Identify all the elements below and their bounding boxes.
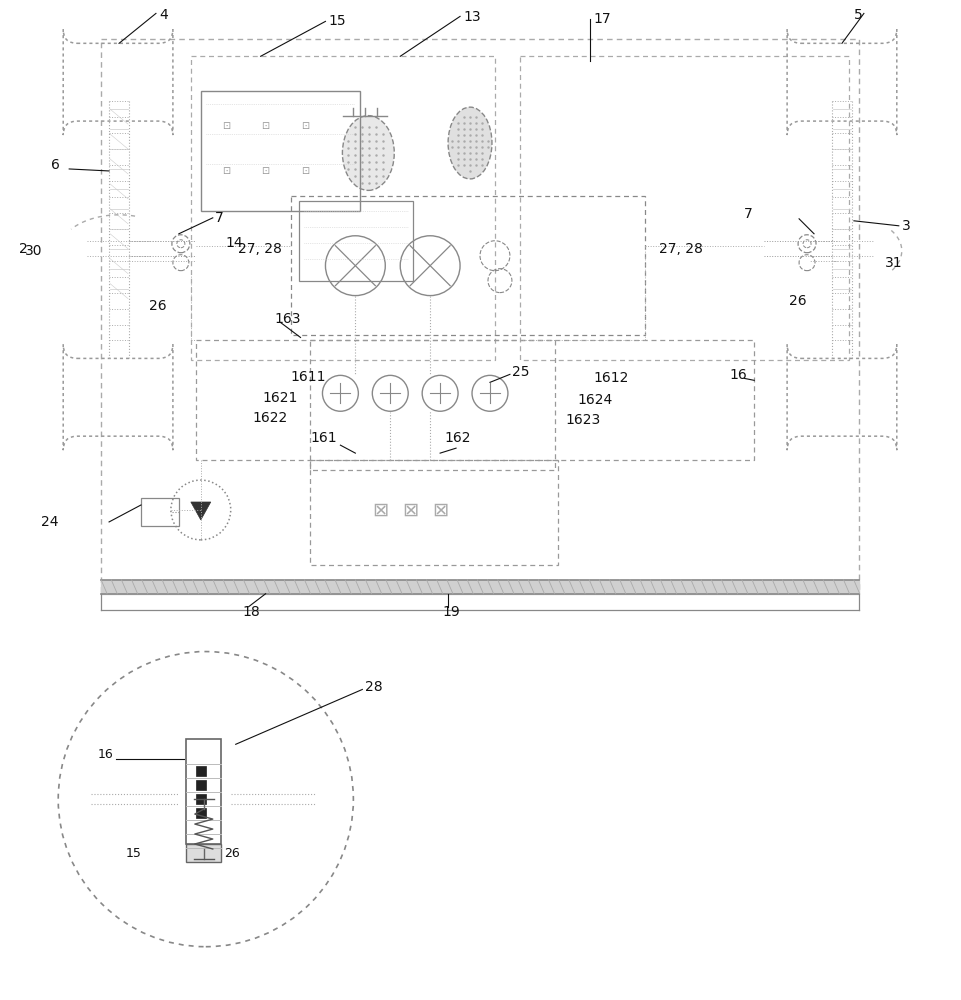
Text: 19: 19: [442, 605, 459, 619]
Text: ⊡: ⊡: [301, 121, 309, 131]
Text: 1622: 1622: [253, 411, 287, 425]
Text: ⊡: ⊡: [261, 166, 269, 176]
Text: 7: 7: [744, 207, 752, 221]
Text: 31: 31: [884, 256, 901, 270]
Polygon shape: [196, 808, 206, 818]
Ellipse shape: [448, 107, 491, 179]
Text: 27, 28: 27, 28: [237, 242, 282, 256]
Text: 5: 5: [853, 8, 862, 22]
Polygon shape: [196, 794, 206, 804]
Text: 13: 13: [462, 10, 480, 24]
Text: 27, 28: 27, 28: [659, 242, 702, 256]
Text: 15: 15: [126, 847, 142, 860]
Text: 17: 17: [593, 12, 610, 26]
Text: ⊡: ⊡: [221, 166, 230, 176]
Text: ⊠: ⊠: [402, 500, 418, 519]
Text: 3: 3: [900, 219, 909, 233]
Text: ⊡: ⊡: [261, 121, 269, 131]
Text: 1624: 1624: [578, 393, 612, 407]
Text: 25: 25: [511, 365, 529, 379]
Polygon shape: [196, 780, 206, 790]
Text: ⊠: ⊠: [372, 500, 388, 519]
Text: 26: 26: [788, 294, 806, 308]
Text: ⊡: ⊡: [301, 166, 309, 176]
Text: ⊠: ⊠: [431, 500, 448, 519]
Text: 1612: 1612: [593, 371, 628, 385]
Text: 26: 26: [224, 847, 239, 860]
Text: 18: 18: [242, 605, 260, 619]
Polygon shape: [196, 766, 206, 776]
Text: 4: 4: [159, 8, 167, 22]
Text: 7: 7: [214, 211, 223, 225]
Text: 6: 6: [51, 158, 60, 172]
Text: ⊡: ⊡: [221, 121, 230, 131]
Text: 24: 24: [41, 515, 59, 529]
Text: 16: 16: [98, 748, 113, 761]
Text: 1621: 1621: [262, 391, 298, 405]
Text: 162: 162: [444, 431, 470, 445]
Text: 26: 26: [149, 299, 166, 313]
Text: 161: 161: [310, 431, 336, 445]
Polygon shape: [190, 502, 210, 520]
Text: 163: 163: [274, 312, 301, 326]
Ellipse shape: [342, 116, 394, 190]
Text: 2: 2: [19, 242, 28, 256]
Text: 14: 14: [226, 236, 243, 250]
Text: 30: 30: [25, 244, 43, 258]
Text: 1623: 1623: [565, 413, 601, 427]
Text: 28: 28: [365, 680, 382, 694]
Text: 15: 15: [328, 14, 346, 28]
Text: 16: 16: [728, 368, 747, 382]
Text: 1611: 1611: [290, 370, 326, 384]
Polygon shape: [185, 844, 220, 862]
